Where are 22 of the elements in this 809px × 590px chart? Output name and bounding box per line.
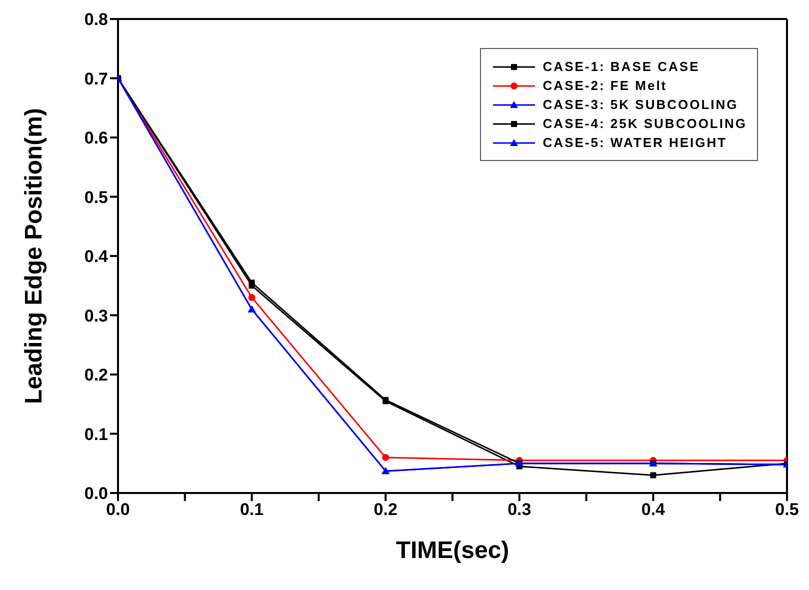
x-tick-label: 0.0 xyxy=(106,500,130,520)
x-tick-label: 0.3 xyxy=(508,500,532,520)
x-axis-title: TIME(sec) xyxy=(396,537,510,564)
x-tick-label: 0.1 xyxy=(240,500,264,520)
x-tick-label: 0.2 xyxy=(374,500,398,520)
legend-label: CASE-3: 5K SUBCOOLING xyxy=(542,97,738,112)
y-tick-label: 0.5 xyxy=(84,188,108,207)
x-tick-label: 0.4 xyxy=(641,500,666,520)
y-tick-label: 0.4 xyxy=(84,247,109,266)
y-tick-label: 0.3 xyxy=(84,306,108,326)
x-tick-label: 0.5 xyxy=(775,500,799,520)
y-tick-label: 0.0 xyxy=(84,484,108,504)
legend-label: CASE-1: BASE CASE xyxy=(542,59,700,74)
legend-label: CASE-4: 25K SUBCOOLING xyxy=(542,116,747,131)
legend-label: CASE-2: FE Melt xyxy=(542,78,668,93)
y-tick-label: 0.8 xyxy=(84,10,108,30)
y-tick-label: 0.2 xyxy=(84,366,108,385)
y-tick-label: 0.7 xyxy=(84,69,108,88)
y-tick-label: 0.6 xyxy=(84,128,108,148)
legend-label: CASE-5: WATER HEIGHT xyxy=(542,135,728,150)
y-tick-label: 0.1 xyxy=(84,424,108,444)
y-axis-title: Leading Edge Position(m) xyxy=(20,108,48,404)
